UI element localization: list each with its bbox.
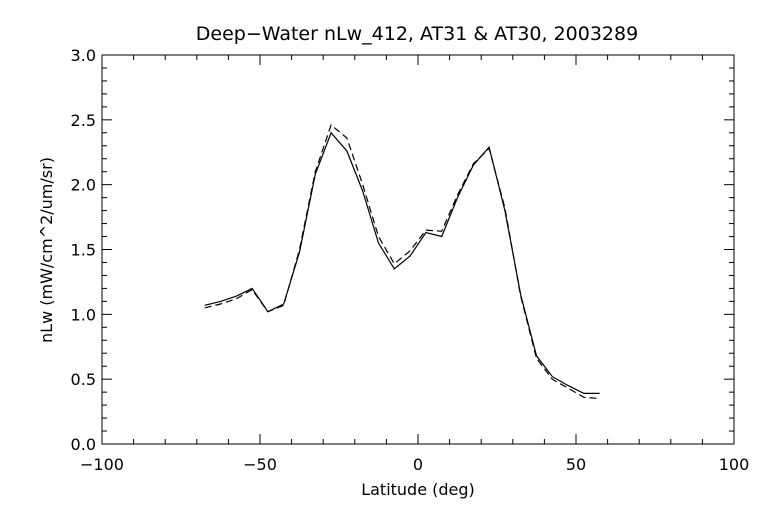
solid-series-line [204,131,600,394]
dashed-series-line [204,123,600,400]
y-tick-label: 1.5 [71,241,96,260]
plot-frame [101,54,735,445]
x-tick-label: −100 [80,455,124,474]
y-axis-label: nLw (mW/cm^2/um/sr) [37,157,56,343]
y-tick-label: 0.0 [71,435,96,454]
x-tick-label: 100 [719,455,750,474]
series-layer [204,123,600,400]
y-tick-label: 3.0 [71,46,96,65]
y-tick-label: 2.0 [71,176,96,195]
x-axis-label: Latitude (deg) [361,480,475,499]
chart-title: Deep−Water nLw_412, AT31 & AT30, 2003289 [196,23,638,45]
y-tick-label: 0.5 [71,370,96,389]
x-tick-label: 0 [413,455,423,474]
y-tick-label: 1.0 [71,305,96,324]
axis-ticks [101,54,735,445]
x-tick-label: −50 [243,455,277,474]
tick-labels: −100 −50 0 50 100 0.0 0.5 1.0 1.5 2.0 2.5 3.0 [71,46,750,474]
x-tick-label: 50 [566,455,586,474]
y-tick-label: 2.5 [71,111,96,130]
